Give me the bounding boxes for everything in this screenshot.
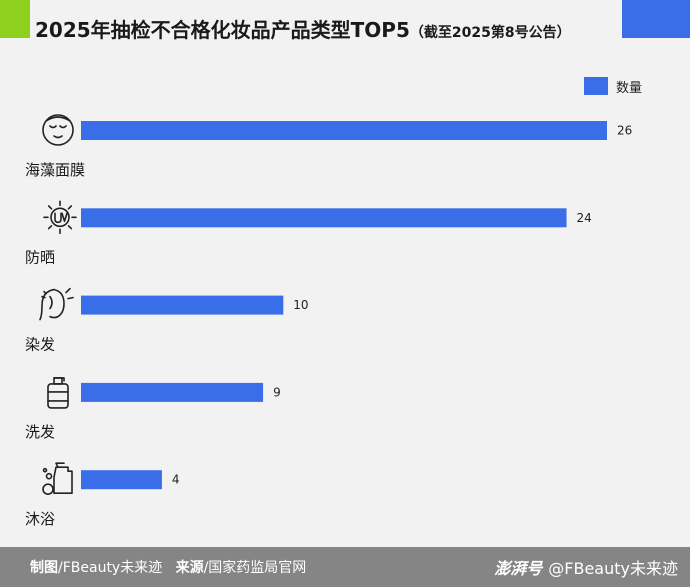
bar-3	[81, 295, 284, 315]
icon-badge-3	[37, 283, 79, 326]
footer-brand: 澎湃号 @FBeauty未来迹	[494, 555, 678, 579]
face-mask-icon	[42, 114, 74, 146]
chart-legend: 数量	[584, 76, 642, 96]
data-label-1: 26	[617, 124, 632, 138]
category-label-4: 洗发	[25, 423, 55, 441]
bar-2	[81, 208, 567, 228]
header-accent-right	[622, 0, 690, 38]
footer: 制图/FBeauty未来迹 来源/国家药监局官网 澎湃号 @FBeauty未来迹	[0, 547, 690, 587]
bar-1	[81, 121, 607, 140]
bar-4	[81, 382, 264, 402]
brand-logo: 澎湃号	[494, 559, 543, 578]
source-value: /国家药监局官网	[203, 560, 307, 576]
data-label-5: 4	[172, 473, 180, 487]
legend-label: 数量	[616, 80, 643, 96]
category-label-3: 染发	[25, 336, 55, 354]
shampoo-bottle-icon	[47, 377, 69, 409]
hair-dye-icon	[39, 287, 74, 321]
data-label-2: 24	[577, 211, 592, 225]
maker-label: 制图	[30, 560, 58, 576]
body-wash-icon	[42, 462, 73, 496]
data-label-4: 9	[273, 385, 281, 399]
icon-badge-2	[37, 196, 79, 239]
chart-title: 2025年抽检不合格化妆品产品类型TOP5（截至2025第8号公告）	[35, 17, 571, 46]
bar-5	[81, 470, 162, 490]
chart-title-subtitle: （截至2025第8号公告）	[409, 25, 571, 41]
maker-value: /FBeauty未来迹	[58, 560, 163, 576]
source-label: 来源	[175, 560, 204, 576]
chart-title-main: 2025年抽检不合格化妆品产品类型TOP5	[35, 18, 410, 42]
data-label-3: 10	[293, 298, 308, 312]
category-label-5: 沐浴	[25, 510, 55, 528]
header-accent-left	[0, 0, 30, 38]
footer-credit: 制图/FBeauty未来迹 来源/国家药监局官网	[30, 557, 306, 577]
uv-sun-icon	[43, 200, 77, 235]
brand-handle: @FBeauty未来迹	[548, 559, 678, 578]
legend-swatch	[584, 77, 608, 95]
category-label-1: 海藻面膜	[25, 161, 85, 179]
category-label-2: 防晒	[25, 248, 55, 266]
bar-chart: 26 海藻面膜 24 防晒 10 染发 9 洗发 4 沐浴	[25, 114, 633, 529]
